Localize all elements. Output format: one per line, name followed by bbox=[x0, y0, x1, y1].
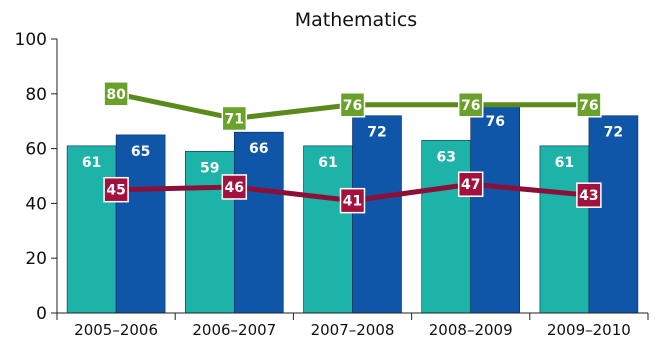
bar-value-label: 59 bbox=[200, 160, 219, 176]
line-value-label: 80 bbox=[106, 87, 126, 103]
line-marker bbox=[457, 92, 484, 118]
x-tick-label: 2006–2007 bbox=[192, 321, 276, 339]
line-value-label: 41 bbox=[343, 194, 362, 210]
line-value-label: 45 bbox=[106, 183, 125, 199]
line-marker bbox=[221, 174, 248, 200]
y-axis: 0 20 40 60 80 100 bbox=[15, 30, 58, 324]
bar bbox=[470, 104, 521, 314]
bar bbox=[352, 115, 402, 314]
bar-value-label: 72 bbox=[367, 125, 386, 141]
bar-value-label: 61 bbox=[555, 155, 574, 171]
line-marker bbox=[339, 92, 366, 118]
y-tick-label: 0 bbox=[36, 304, 47, 324]
x-tick-label: 2005–2006 bbox=[74, 321, 158, 339]
line-marker bbox=[576, 182, 602, 208]
bar-value-label: 61 bbox=[318, 155, 337, 171]
lines: 80 71 76 76 76 45 46 41 47 43 bbox=[103, 81, 602, 214]
bar-value-label: 76 bbox=[485, 114, 504, 130]
bar-value-label: 61 bbox=[82, 155, 101, 171]
line-marker bbox=[576, 92, 602, 118]
bar-value-label: 66 bbox=[249, 141, 268, 157]
bar bbox=[303, 145, 353, 314]
line-marker bbox=[103, 176, 129, 203]
line-value-label: 76 bbox=[579, 98, 598, 114]
y-tick-label: 80 bbox=[25, 85, 47, 105]
bar-value-label: 65 bbox=[131, 144, 150, 160]
line-marker bbox=[457, 171, 484, 197]
line-value-label: 47 bbox=[461, 177, 480, 193]
line-value-label: 46 bbox=[225, 180, 244, 196]
y-tick-label: 20 bbox=[25, 249, 47, 269]
line-marker bbox=[103, 81, 129, 107]
line-value-label: 43 bbox=[579, 188, 598, 204]
x-tick-label: 2008–2009 bbox=[429, 321, 513, 339]
bars: 61 59 61 63 61 65 66 72 76 72 bbox=[66, 104, 639, 314]
chart-title: Mathematics bbox=[295, 9, 417, 31]
x-tick-label: 2009–2010 bbox=[547, 321, 631, 339]
bar bbox=[588, 115, 639, 314]
line-value-label: 76 bbox=[461, 98, 480, 114]
line-value-label: 71 bbox=[225, 111, 244, 127]
x-axis: 2005–2006 2006–2007 2007–2008 2008–2009 2009… bbox=[56, 312, 649, 339]
bar bbox=[66, 145, 117, 314]
bar-value-label: 72 bbox=[604, 125, 623, 141]
bar-value-label: 63 bbox=[436, 149, 455, 165]
bar bbox=[234, 131, 284, 314]
line-value-label: 76 bbox=[343, 98, 362, 114]
line-marker bbox=[339, 187, 366, 214]
y-tick-label: 60 bbox=[25, 140, 47, 160]
y-tick-label: 40 bbox=[25, 194, 47, 214]
bar bbox=[539, 145, 590, 314]
bar bbox=[115, 134, 166, 314]
x-tick-label: 2007–2008 bbox=[311, 321, 395, 339]
bar bbox=[421, 140, 472, 314]
line-marker bbox=[221, 105, 248, 132]
y-tick-label: 100 bbox=[15, 30, 47, 50]
